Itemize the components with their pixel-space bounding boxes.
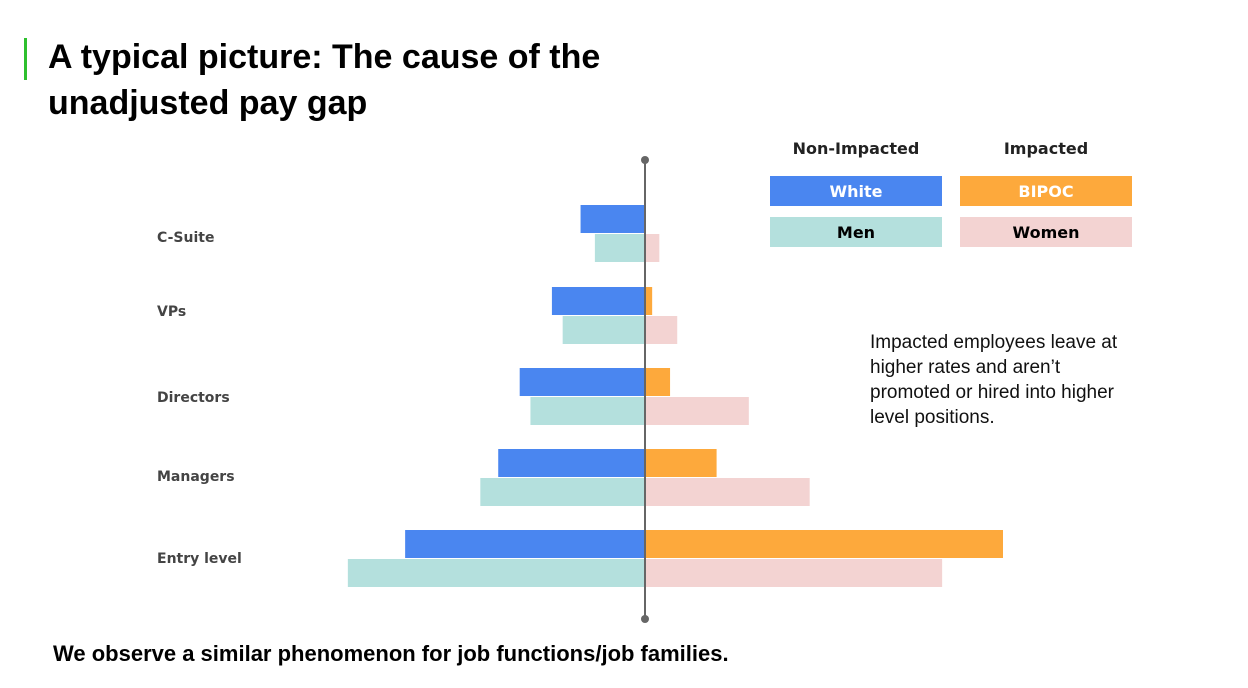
- bar-white-c-suite: [580, 205, 645, 233]
- category-label: C-Suite: [157, 230, 214, 246]
- callout-text: Impacted employees leave at higher rates…: [870, 332, 1118, 428]
- legend-white: White: [770, 176, 942, 206]
- legend-header-impacted: Impacted: [1003, 139, 1089, 158]
- bar-white-managers: [498, 449, 645, 477]
- bar-men-directors: [530, 397, 645, 425]
- legend-men: Men: [770, 217, 942, 247]
- bar-white-vps: [551, 287, 645, 315]
- bar-men-vps: [562, 316, 645, 344]
- bar-women-vps: [645, 316, 678, 344]
- bar-men-entry-level: [347, 559, 645, 587]
- bar-men-managers: [480, 478, 645, 506]
- bar-women-entry-level: [645, 559, 943, 587]
- legend-bipoc: BIPOC: [960, 176, 1132, 206]
- bar-bipoc-managers: [645, 449, 717, 477]
- category-label: Directors: [157, 390, 230, 406]
- category-label: VPs: [157, 304, 186, 320]
- bar-white-directors: [519, 368, 645, 396]
- footer-note: We observe a similar phenomenon for job …: [53, 641, 729, 666]
- category-label: Managers: [157, 469, 235, 485]
- bar-white-entry-level: [405, 530, 645, 558]
- axis-top-cap: [641, 156, 649, 164]
- bar-bipoc-directors: [645, 368, 671, 396]
- axis-bottom-cap: [641, 615, 649, 623]
- bar-women-managers: [645, 478, 810, 506]
- title-accent-bar: [24, 38, 27, 80]
- legend-women: Women: [960, 217, 1132, 247]
- bar-men-c-suite: [594, 234, 645, 262]
- bar-bipoc-entry-level: [645, 530, 1003, 558]
- bar-women-c-suite: [645, 234, 660, 262]
- slide-title: A typical picture: The cause of the unad…: [48, 38, 601, 122]
- bar-women-directors: [645, 397, 749, 425]
- category-label: Entry level: [157, 551, 242, 567]
- bar-bipoc-vps: [645, 287, 653, 315]
- legend-header-non-impacted: Non-Impacted: [792, 139, 920, 158]
